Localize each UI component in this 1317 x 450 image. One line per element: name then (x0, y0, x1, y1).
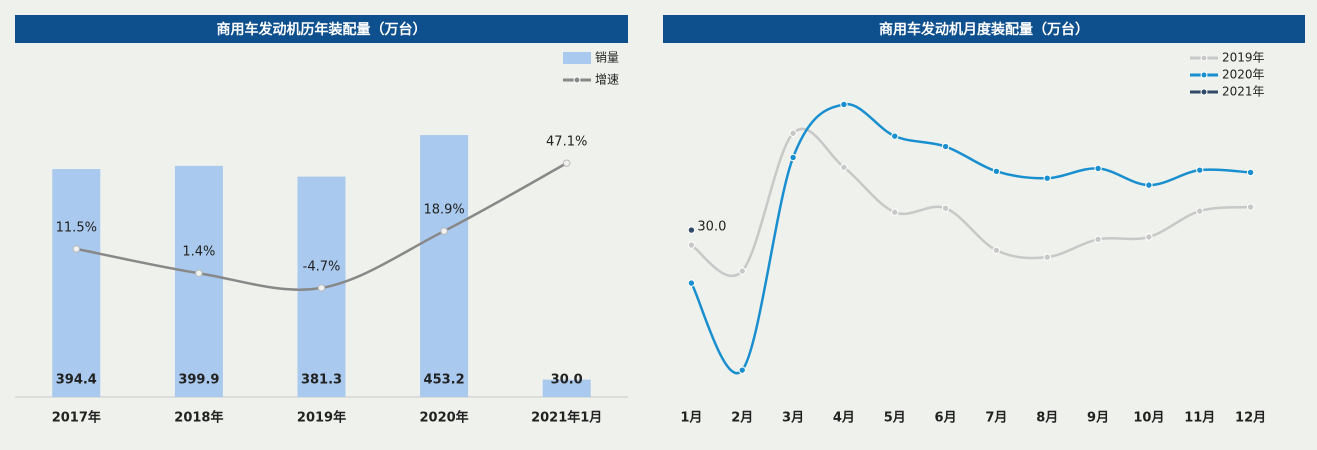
data-label: -4.7% (303, 259, 341, 274)
x-tick-label: 2021年1月 (531, 410, 602, 426)
chart-title: 商用车发动机历年装配量（万台） (217, 21, 427, 38)
legend-marker (1200, 71, 1208, 79)
line-marker (317, 284, 326, 292)
line-marker (992, 246, 1001, 254)
bar (174, 165, 223, 397)
line-marker (1094, 164, 1102, 173)
bar-value-label: 381.3 (301, 373, 342, 388)
x-tick-label: 3月 (782, 411, 804, 426)
line-marker (840, 100, 848, 109)
line-marker (1246, 203, 1255, 211)
bar (420, 135, 469, 397)
line-marker (789, 153, 797, 162)
title-bar (15, 15, 628, 43)
data-label: 1.4% (182, 245, 215, 260)
chart-title: 商用车发动机月度装配量（万台） (879, 21, 1089, 38)
line-marker (941, 204, 950, 212)
line-marker (992, 167, 1001, 176)
line-marker (563, 159, 571, 167)
line-marker (1145, 233, 1153, 241)
bar-value-label: 453.2 (424, 373, 465, 388)
line-marker (891, 208, 899, 216)
legend-swatch (563, 52, 591, 64)
x-tick-label: 10月 (1133, 411, 1164, 426)
bar-value-label: 30.0 (551, 373, 583, 388)
data-label: 30.0 (697, 220, 726, 235)
data-label: 47.1% (546, 135, 587, 150)
bar-value-label: 399.9 (178, 373, 219, 388)
line-marker (1196, 207, 1204, 215)
line-marker (891, 132, 899, 140)
x-tick-label: 1月 (680, 411, 702, 426)
x-tick-label: 2020年 (420, 410, 469, 426)
bar (52, 169, 101, 397)
x-tick-label: 5月 (884, 411, 906, 426)
line-marker (738, 366, 746, 374)
x-tick-label: 6月 (935, 411, 957, 426)
x-tick-label: 8月 (1036, 411, 1058, 426)
x-tick-label: 2018年 (174, 410, 223, 426)
line-marker (1094, 235, 1102, 244)
line-marker (789, 129, 797, 137)
line-marker (687, 241, 696, 249)
line-marker (687, 226, 696, 234)
series-line (690, 103, 1251, 375)
line-marker (1246, 168, 1255, 177)
line-marker (1196, 166, 1204, 174)
legend-label: 销量 (595, 51, 619, 65)
legend-label: 增速 (595, 73, 619, 87)
line-marker (840, 163, 848, 171)
x-tick-label: 11月 (1184, 411, 1215, 426)
legend-marker (1200, 88, 1208, 96)
legend-marker (573, 76, 581, 84)
x-tick-label: 12月 (1235, 411, 1266, 426)
data-label: 11.5% (56, 220, 97, 235)
x-tick-label: 7月 (985, 411, 1007, 426)
line-marker (440, 227, 448, 235)
x-tick-label: 2月 (731, 411, 753, 426)
line-marker (72, 245, 81, 253)
bar (542, 379, 591, 397)
x-tick-label: 2017年 (52, 410, 101, 426)
line-marker (1145, 181, 1153, 189)
legend-label: 2021年 (1222, 85, 1265, 99)
series-line (690, 127, 1251, 278)
title-bar (663, 15, 1305, 43)
legend-label: 2019年 (1222, 51, 1265, 65)
legend-marker (1200, 54, 1208, 62)
x-tick-label: 2019年 (297, 410, 346, 426)
line-marker (195, 269, 203, 277)
x-tick-label: 9月 (1087, 411, 1109, 426)
data-label: 18.9% (423, 203, 464, 218)
x-tick-label: 4月 (833, 411, 855, 426)
line-marker (738, 267, 746, 275)
line-marker (1043, 174, 1051, 182)
line-marker (941, 142, 950, 151)
legend-label: 2020年 (1222, 68, 1265, 82)
line-marker (687, 279, 696, 287)
line-marker (1043, 253, 1051, 261)
bar-value-label: 394.4 (56, 373, 97, 388)
